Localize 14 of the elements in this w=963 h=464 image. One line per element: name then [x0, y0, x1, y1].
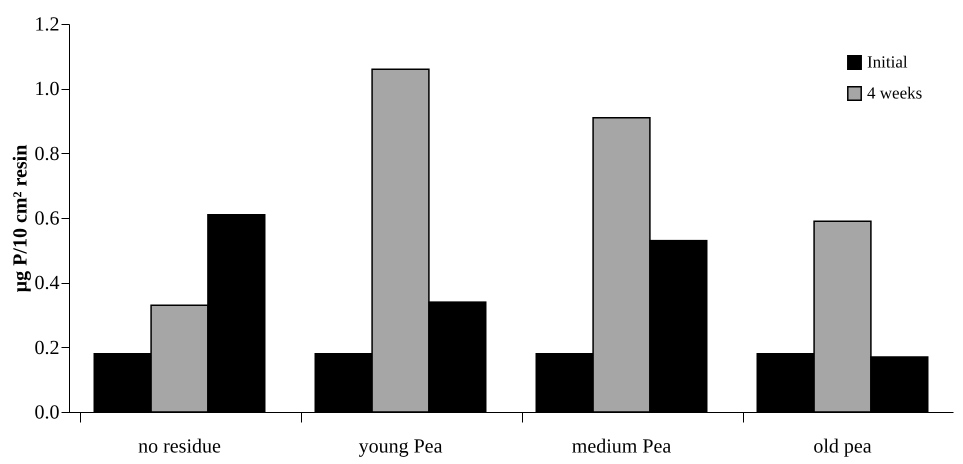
- x-tick-label: no residue: [138, 436, 221, 458]
- y-tick-label: 1.0: [34, 78, 60, 100]
- y-tick-label: 0.0: [34, 402, 60, 424]
- y-tick-label: 1.2: [34, 14, 60, 36]
- x-tick-label: young Pea: [358, 436, 443, 458]
- x-tick-label: medium Pea: [572, 436, 672, 458]
- y-tick-label: 0.4: [34, 272, 60, 294]
- y-axis-title: µg P/10 cm² resin: [10, 144, 32, 292]
- legend-label: Initial: [867, 52, 908, 72]
- y-tick-label: 0.6: [34, 208, 60, 230]
- y-tick-label: 0.8: [34, 142, 60, 165]
- legend-label: 4 weeks: [867, 84, 922, 102]
- y-tick-label: 0.2: [34, 336, 60, 359]
- x-tick-label: old pea: [813, 436, 872, 458]
